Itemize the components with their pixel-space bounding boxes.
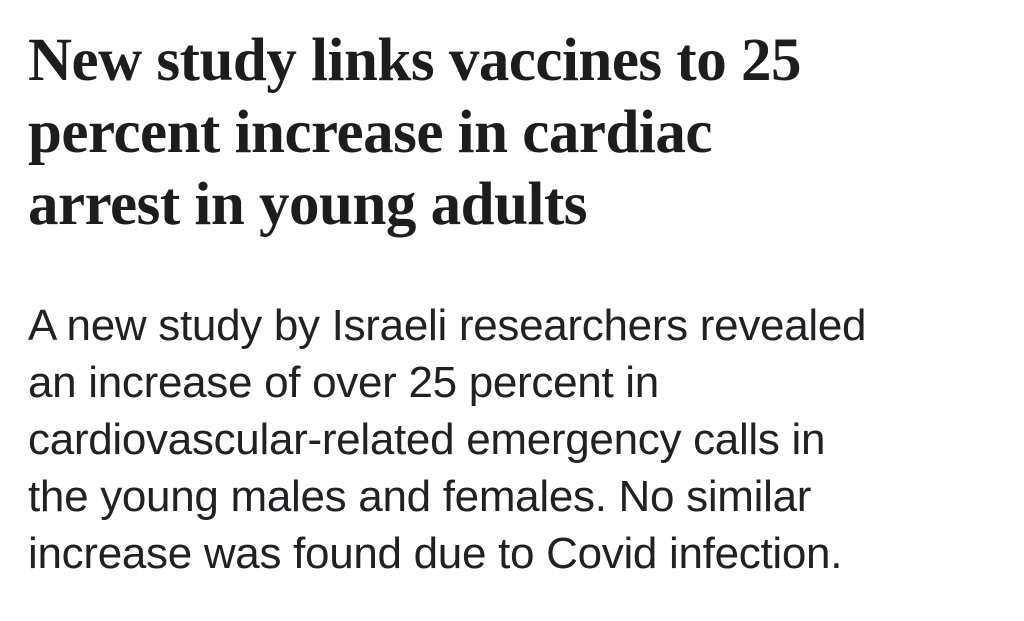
article-snippet: New study links vaccines to 25 percent i…	[0, 25, 1024, 621]
summary-line: an increase of over 25 percent in	[28, 358, 659, 407]
summary-line: the young males and females. No similar	[28, 472, 812, 521]
article-headline: New study links vaccines to 25 percent i…	[28, 25, 998, 241]
headline-line: percent increase in cardiac	[28, 99, 712, 166]
summary-line: A new study by Israeli researchers revea…	[28, 301, 867, 350]
article-summary: A new study by Israeli researchers revea…	[28, 297, 998, 582]
headline-line: New study links vaccines to 25	[28, 27, 801, 94]
headline-line: arrest in young adults	[28, 171, 588, 238]
summary-line: cardiovascular-related emergency calls i…	[28, 415, 826, 464]
summary-line: increase was found due to Covid infectio…	[28, 529, 843, 578]
